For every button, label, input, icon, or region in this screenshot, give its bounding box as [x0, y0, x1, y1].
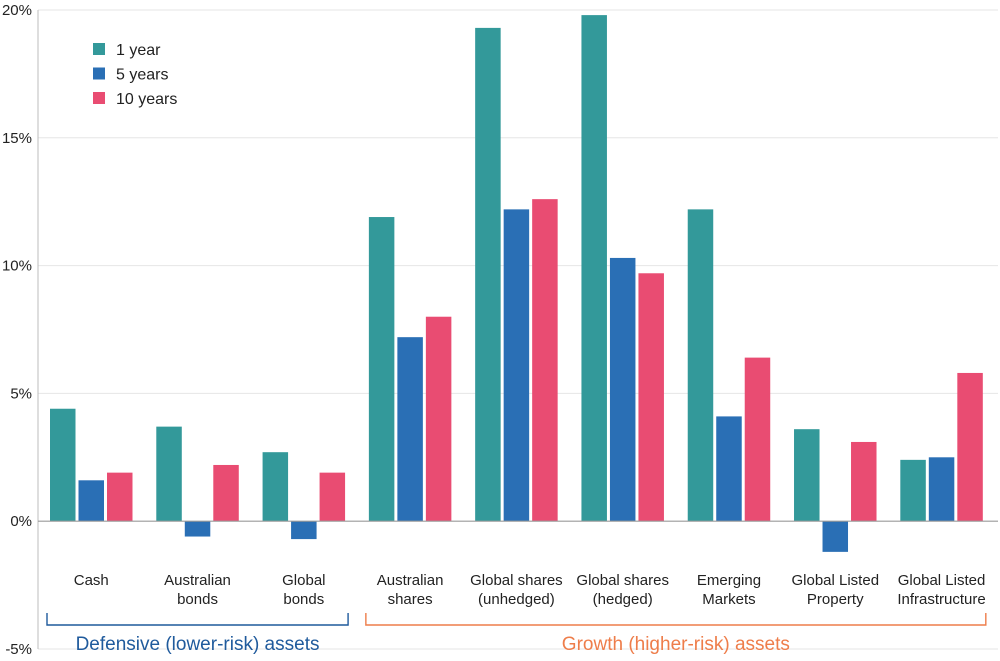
- x-category-label: bonds: [177, 591, 218, 608]
- bar: [368, 217, 395, 522]
- x-category-label: (hedged): [593, 591, 653, 608]
- x-category-label: shares: [388, 591, 433, 608]
- bar: [503, 209, 530, 522]
- bar: [184, 521, 211, 537]
- bar: [687, 209, 714, 522]
- x-category-label: Australian: [377, 572, 444, 589]
- legend-swatch: [93, 67, 105, 80]
- asset-groups: Defensive (lower-risk) assets Growth (hig…: [46, 613, 987, 655]
- bar: [638, 273, 664, 522]
- legend-swatch: [93, 92, 105, 104]
- bar: [319, 472, 346, 522]
- bar: [107, 472, 133, 522]
- legend-label: 10 years: [116, 91, 177, 108]
- bar: [744, 357, 771, 522]
- group-label: Growth (higher-risk) assets: [562, 634, 790, 655]
- bar: [50, 408, 76, 522]
- x-category-label: Global: [282, 572, 325, 589]
- bar: [957, 372, 983, 522]
- x-category-label: Emerging: [697, 572, 761, 589]
- x-category-label: Australian: [164, 572, 231, 589]
- x-category-label: Infrastructure: [897, 591, 985, 608]
- legend-label: 1 year: [116, 42, 161, 59]
- legend-label: 5 years: [116, 67, 168, 84]
- legend-swatch: [93, 43, 105, 55]
- bar: [262, 452, 289, 522]
- bar: [532, 199, 558, 522]
- axes: [37, 10, 998, 649]
- group-bracket: [365, 613, 987, 626]
- y-axis-ticks: -5% 0% 5% 10% 15% 20%: [2, 2, 32, 658]
- x-category-label: Global shares: [576, 572, 669, 589]
- y-tick-label: 10%: [2, 258, 32, 275]
- bar: [291, 521, 317, 540]
- bar: [156, 426, 182, 522]
- x-category-label: Global Listed: [791, 572, 879, 589]
- group-label: Defensive (lower-risk) assets: [76, 634, 320, 655]
- y-tick-label: 0%: [10, 513, 32, 530]
- bar: [609, 257, 636, 522]
- bars: [50, 15, 983, 552]
- bar: [475, 27, 501, 522]
- x-category-label: Markets: [702, 591, 755, 608]
- bar: [928, 457, 955, 522]
- x-axis-categories: Cash Australian bonds Global bonds Australian…: [74, 572, 986, 608]
- bar: [794, 429, 820, 522]
- bar: [900, 459, 926, 522]
- x-category-label: Property: [807, 591, 864, 608]
- bar: [78, 480, 104, 522]
- bar: [822, 521, 849, 552]
- bar: [581, 15, 607, 522]
- group-bracket: [46, 613, 349, 626]
- y-tick-label: 20%: [2, 2, 32, 19]
- x-category-label: (unhedged): [478, 591, 555, 608]
- bar: [213, 464, 239, 522]
- x-category-label: Global shares: [470, 572, 563, 589]
- y-tick-label: -5%: [5, 641, 32, 658]
- x-category-label: bonds: [283, 591, 324, 608]
- bar: [397, 337, 423, 522]
- y-tick-label: 15%: [2, 130, 32, 147]
- x-category-label: Cash: [74, 572, 109, 589]
- bar: [716, 416, 742, 522]
- legend: 1 year 5 years 10 years: [93, 42, 177, 108]
- y-tick-label: 5%: [10, 385, 32, 402]
- bar: [425, 316, 452, 522]
- bar: [851, 441, 877, 522]
- x-category-label: Global Listed: [898, 572, 986, 589]
